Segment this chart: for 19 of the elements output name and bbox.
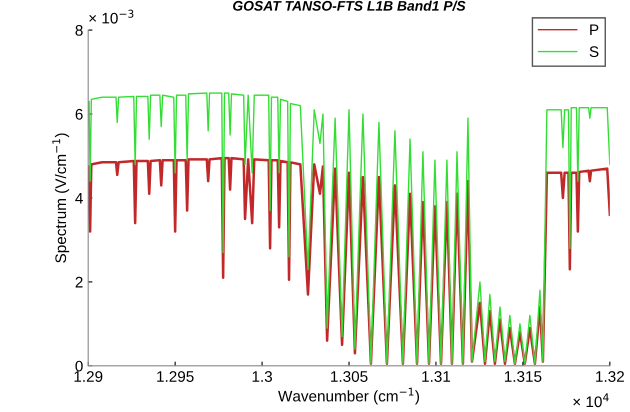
x-tick-label: 1.315 <box>504 371 542 382</box>
chart-title: GOSAT TANSO-FTS L1B Band1 P/S <box>233 0 466 11</box>
y-tick-label: 4 <box>75 192 83 204</box>
x-tick-label: 1.32 <box>596 371 624 382</box>
legend-label: S <box>590 46 598 58</box>
legend-label: P <box>590 24 598 36</box>
x-tick-label: 1.31 <box>422 371 450 382</box>
y-tick-label: 8 <box>76 24 83 36</box>
x-tick-label: 1.29 <box>74 371 102 382</box>
x-tick-label: 1.305 <box>331 371 368 382</box>
x-axis-title: Wavenumber (cm$^{−1}$) <box>278 388 419 405</box>
text: × 10$^{−3}$ <box>89 10 134 24</box>
x-tick-label: 1.295 <box>157 371 194 382</box>
y-tick-label: 0 <box>75 360 83 372</box>
y-tick-label: 2 <box>76 276 83 288</box>
text: × 10$^{4}$ <box>573 393 609 408</box>
y-tick-label: 6 <box>76 108 83 120</box>
x-tick-label: 1.3 <box>252 371 272 382</box>
y-axis-title: Spectrum (V/cm$^{−1}$) <box>52 133 70 263</box>
